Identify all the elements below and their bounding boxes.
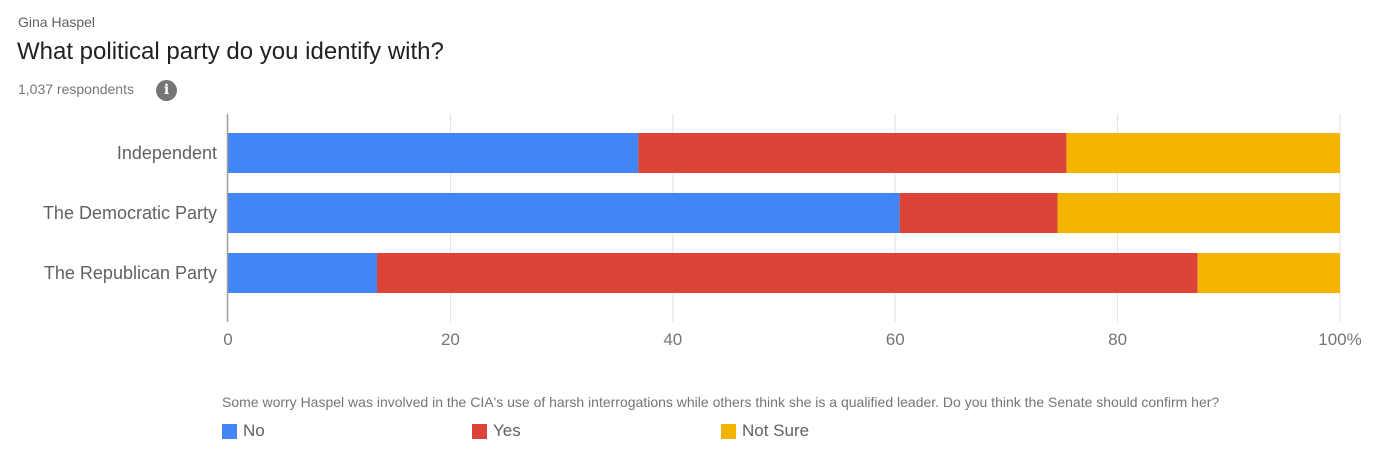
- legend-swatch-yes: [472, 423, 487, 439]
- bar-segment-not-sure[interactable]: [1066, 133, 1340, 173]
- legend-item-not-sure[interactable]: Not Sure: [721, 421, 809, 441]
- category-label: The Democratic Party: [43, 203, 217, 223]
- legend: No Yes Not Sure: [222, 421, 1322, 445]
- legend-label-not-sure: Not Sure: [742, 421, 810, 440]
- bar-segment-not-sure[interactable]: [1057, 193, 1340, 233]
- bar-segment-not-sure[interactable]: [1197, 253, 1340, 293]
- supertitle: Gina Haspel: [18, 14, 96, 30]
- bar-segment-yes[interactable]: [638, 133, 1067, 173]
- x-tick-label: 40: [663, 330, 682, 349]
- legend-label-no: No: [243, 421, 265, 440]
- respondents-count: 1,037 respondents: [18, 81, 134, 97]
- legend-label-yes: Yes: [493, 421, 521, 440]
- legend-swatch-no: [222, 423, 237, 439]
- x-tick-label: 0: [223, 330, 232, 349]
- category-label: The Republican Party: [44, 263, 217, 283]
- stacked-bar-chart: Independent The Democratic Party The Repub…: [43, 114, 1362, 349]
- x-tick-label: 20: [441, 330, 460, 349]
- legend-item-no[interactable]: No: [222, 421, 265, 441]
- x-tick-label: 80: [1108, 330, 1127, 349]
- bar-segment-no[interactable]: [228, 133, 639, 173]
- bar-segment-yes[interactable]: [377, 253, 1198, 293]
- chart-title: What political party do you identify wit…: [17, 38, 444, 65]
- question-text: Some worry Haspel was involved in the CI…: [222, 394, 1220, 410]
- bars: [228, 133, 1340, 293]
- x-tick-label: 60: [886, 330, 905, 349]
- legend-item-yes[interactable]: Yes: [472, 421, 521, 441]
- x-tick-label: 100%: [1318, 330, 1361, 349]
- bar-segment-no[interactable]: [228, 253, 378, 293]
- info-icon[interactable]: i: [156, 80, 177, 101]
- category-label: Independent: [117, 143, 217, 163]
- legend-swatch-not-sure: [721, 423, 736, 439]
- category-labels: Independent The Democratic Party The Repub…: [43, 143, 217, 283]
- x-axis-ticks: 0 20 40 60 80 100%: [223, 330, 1361, 349]
- bar-segment-no[interactable]: [228, 193, 900, 233]
- bar-segment-yes[interactable]: [899, 193, 1058, 233]
